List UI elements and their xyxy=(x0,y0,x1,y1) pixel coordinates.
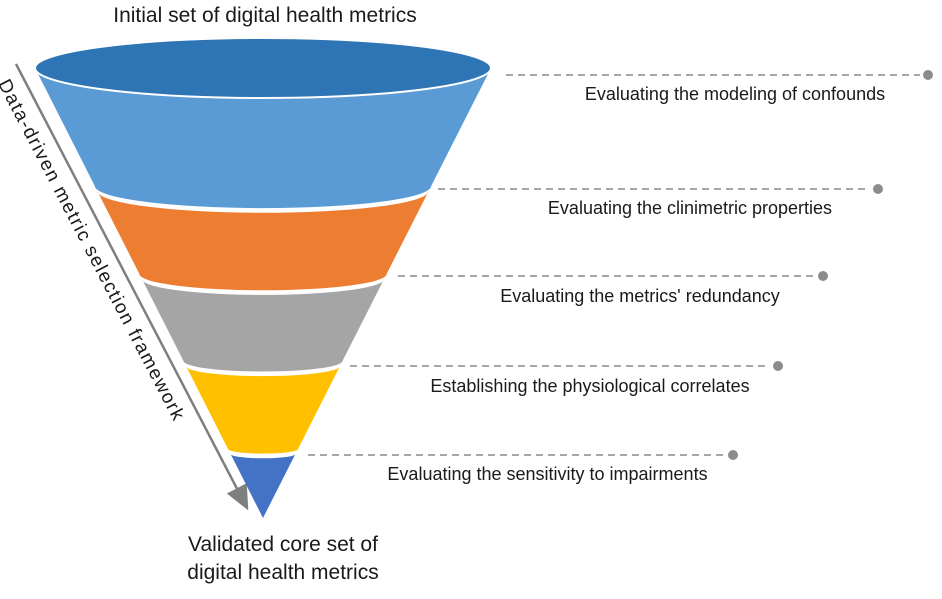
funnel-stage-1-shape xyxy=(35,68,491,209)
funnel-stage-5-shape xyxy=(230,454,296,518)
connector-dot-5 xyxy=(728,450,738,460)
connector-dot-4 xyxy=(773,361,783,371)
connector-dot-2 xyxy=(873,184,883,194)
bottom-result-label: Validated core set of digital health met… xyxy=(130,531,436,587)
stage-label-2: Evaluating the clinimetric properties xyxy=(547,198,833,218)
connector-dot-3 xyxy=(818,271,828,281)
funnel-top-disc xyxy=(34,37,492,99)
funnel-stage-4-shape xyxy=(186,366,340,454)
stage-label-5: Evaluating the sensitivity to impairment… xyxy=(387,464,708,484)
diagram-title: Initial set of digital health metrics xyxy=(113,4,417,27)
stage-label-3: Evaluating the metrics' redundancy xyxy=(500,286,780,306)
stage-label-4: Establishing the physiological correlate… xyxy=(430,376,750,396)
selection-framework-arrow xyxy=(14,63,249,511)
funnel-stage-3-shape xyxy=(141,279,385,372)
funnel-stage-2-shape xyxy=(97,191,429,291)
connector-dot-1 xyxy=(923,70,933,80)
bottom-result-label-line2: digital health metrics xyxy=(187,561,379,584)
stage-label-1: Evaluating the modeling of confounds xyxy=(584,84,886,104)
bottom-result-label-line1: Validated core set of xyxy=(188,533,378,556)
